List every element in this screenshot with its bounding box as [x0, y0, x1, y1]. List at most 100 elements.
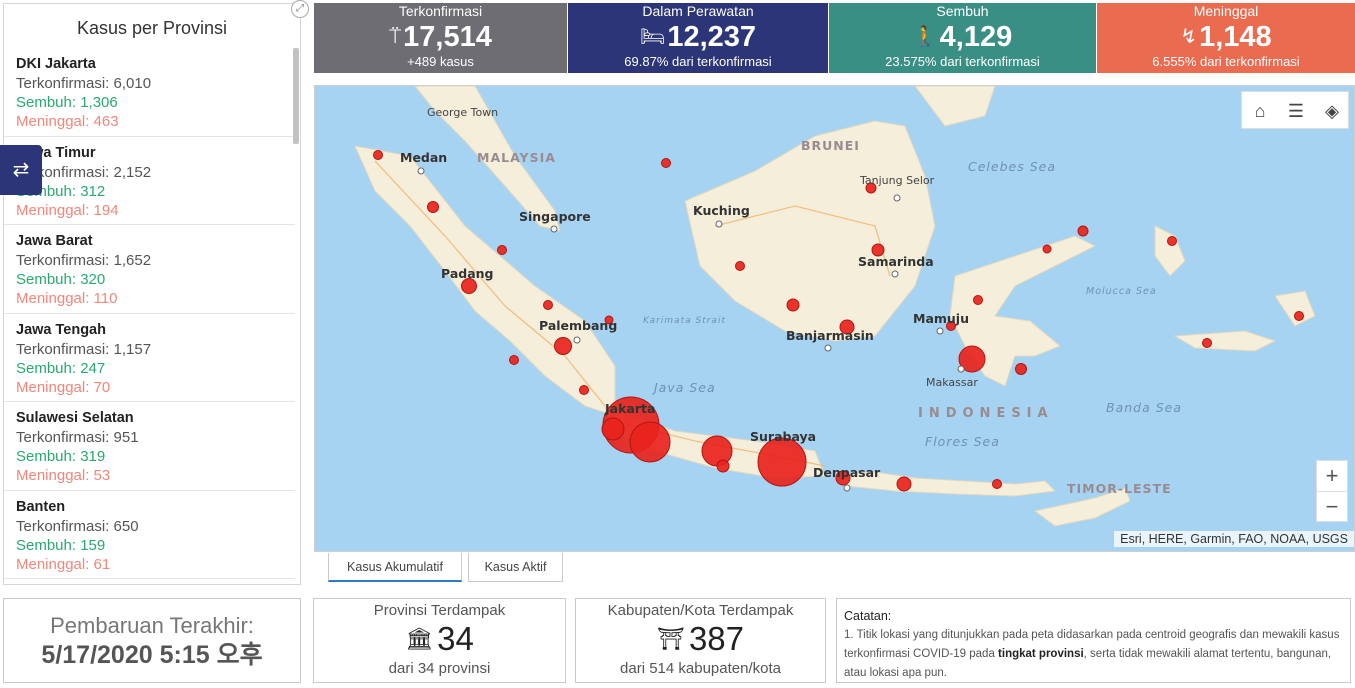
zoom-out-button[interactable]: −: [1325, 494, 1339, 519]
province-deaths: Meninggal: 110: [16, 290, 118, 307]
case-marker: [427, 201, 439, 213]
case-marker-jawa-timur: [757, 437, 807, 487]
province-name: Jawa Barat: [16, 233, 93, 249]
expand-icon[interactable]: ⤢: [291, 0, 309, 18]
affected-provinces-sub: dari 34 provinsi: [388, 660, 491, 677]
recovered-card: Sembuh 🚶4,129 23.575% dari terkonfirmasi: [829, 3, 1096, 73]
city-dot-samarinda: [891, 270, 899, 278]
map-toolbar: ⌂ ☰ ◈: [1241, 91, 1349, 129]
map-canvas[interactable]: [315, 86, 1355, 552]
map-label-singapore: Singapore: [519, 209, 591, 224]
timor-landmass: [1033, 487, 1131, 527]
province-list-scrollbar[interactable]: [293, 48, 299, 144]
province-confirmed: Terkonfirmasi: 1,652: [16, 252, 152, 269]
map-label-palembang: Palembang: [539, 318, 618, 333]
translate-icon[interactable]: ⇄: [0, 145, 42, 195]
note-box: Catatan: 1. Titik lokasi yang ditunjukka…: [836, 598, 1351, 683]
in-care-card: Dalam Perawatan 🛏12,237 69.87% dari terk…: [568, 3, 828, 73]
province-deaths: Meninggal: 70: [16, 378, 111, 396]
list-icon[interactable]: ☰: [1287, 101, 1305, 121]
province-deaths: Meninggal: 53: [16, 467, 111, 484]
map-label-kuching: Kuching: [693, 203, 750, 218]
province-recovered: Sembuh: 319: [16, 448, 106, 465]
tab-active-cases[interactable]: Kasus Aktif: [468, 553, 563, 582]
list-item[interactable]: Sulawesi Selatan Terkonfirmasi: 951 Semb…: [4, 402, 295, 491]
confirmed-label: Terkonfirmasi: [398, 3, 483, 19]
map-label-makassar: Makassar: [926, 376, 978, 389]
deaths-sub: 6.555% dari terkonfirmasi: [1152, 54, 1300, 69]
deaths-value: 1,148: [1199, 21, 1272, 53]
province-panel-title: Kasus per Provinsi: [76, 18, 228, 38]
province-deaths: Meninggal: 61: [16, 555, 111, 573]
in-care-sub: 69.87% dari terkonfirmasi: [624, 54, 772, 69]
layers-icon[interactable]: ◈: [1325, 101, 1339, 121]
affected-regencies-box: Kabupaten/Kota Terdampak ⛩ 387 dari 514 k…: [575, 598, 826, 683]
note-text-part: , serta tidak mewakili alamat tertentu, …: [844, 648, 1332, 679]
province-confirmed: Terkonfirmasi: 6,010: [16, 75, 152, 92]
confirmed-sub: +489 kasus: [407, 54, 474, 69]
fallen-person-icon: ↯: [1180, 26, 1198, 48]
malay-peninsula-landmass: [414, 86, 561, 232]
recovered-label: Sembuh: [936, 3, 989, 19]
city-dot-denpasar: [843, 484, 851, 492]
map-label-molucca-sea: Molucca Sea: [1086, 286, 1157, 297]
city-dot-mamuju: [936, 327, 944, 335]
walking-person-icon: 🚶: [912, 26, 938, 48]
monument-icon: ⛩: [657, 626, 685, 651]
list-item[interactable]: Banten Terkonfirmasi: 650 Sembuh: 159 Me…: [4, 491, 295, 579]
case-marker: [786, 298, 800, 312]
seram-landmass: [1173, 330, 1277, 352]
case-marker: [896, 476, 912, 492]
map-label-mamuju: Mamuju: [913, 311, 969, 326]
list-item[interactable]: Jawa Tengah Terkonfirmasi: 1,157 Sembuh:…: [4, 314, 295, 402]
city-dot-banjarmasin: [824, 344, 832, 352]
home-icon[interactable]: ⌂: [1254, 101, 1266, 121]
affected-regencies-label: Kabupaten/Kota Terdampak: [607, 602, 794, 619]
map-label-timor-leste: TIMOR-LESTE: [1067, 481, 1172, 496]
confirmed-card: Terkonfirmasi ⍡17,514 +489 kasus: [314, 3, 567, 73]
province-panel: Kasus per Provinsi DKI Jakarta Terkonfir…: [3, 3, 301, 585]
map-view[interactable]: George Town Medan MALAYSIA BRUNEI Celebe…: [314, 85, 1355, 552]
map-label-jakarta: Jakarta: [605, 401, 656, 416]
maluku-landmass: [1154, 225, 1186, 277]
affected-provinces-box: Provinsi Terdampak 🏛 34 dari 34 provinsi: [313, 598, 566, 683]
affected-regencies-sub: dari 514 kabupaten/kota: [620, 660, 781, 677]
case-marker: [1202, 338, 1212, 348]
list-item[interactable]: Jawa Timur Terkonfirmasi: 2,152 Sembuh: …: [4, 137, 295, 225]
case-marker: [543, 300, 553, 310]
note-text-part: 1. Titik lokasi yang ditunjukkan pada pe…: [844, 629, 1340, 660]
province-name: Banten: [16, 498, 66, 515]
province-deaths: Meninggal: 194: [16, 201, 119, 219]
tab-cumulative-cases[interactable]: Kasus Akumulatif: [328, 553, 462, 582]
province-list[interactable]: DKI Jakarta Terkonfirmasi: 6,010 Sembuh:…: [4, 48, 295, 579]
city-dot-makassar: [957, 365, 965, 373]
map-label-medan: Medan: [400, 150, 448, 165]
recovered-sub: 23.575% dari terkonfirmasi: [885, 54, 1040, 69]
province-name: Sulawesi Selatan: [16, 410, 134, 426]
zoom-control: + −: [1316, 460, 1348, 522]
map-label-banda-sea: Banda Sea: [1106, 400, 1183, 415]
list-item[interactable]: Jawa Barat Terkonfirmasi: 1,652 Sembuh: …: [4, 225, 295, 314]
map-label-brunei: BRUNEI: [801, 138, 860, 153]
case-marker: [1077, 225, 1089, 237]
recovered-value: 4,129: [939, 21, 1013, 53]
province-recovered: Sembuh: 247: [16, 359, 106, 377]
nusa-tenggara-landmass: [839, 471, 1057, 497]
in-care-value: 12,237: [667, 21, 757, 53]
province-confirmed: Terkonfirmasi: 951: [16, 429, 139, 446]
borneo-landmass: [684, 120, 936, 342]
case-marker: [373, 150, 383, 160]
case-marker: [604, 315, 614, 325]
case-marker: [461, 278, 477, 294]
case-marker-sulawesi-selatan: [958, 345, 986, 373]
map-label-flores-sea: Flores Sea: [925, 434, 1000, 449]
case-marker: [992, 479, 1002, 489]
list-item[interactable]: DKI Jakarta Terkonfirmasi: 6,010 Sembuh:…: [4, 48, 295, 137]
zoom-in-button[interactable]: +: [1317, 461, 1347, 492]
map-label-denpasar: Denpasar: [813, 465, 881, 480]
deaths-label: Meninggal: [1193, 3, 1259, 19]
person-alert-icon: ⍡: [389, 26, 402, 48]
note-title: Catatan:: [844, 609, 892, 623]
case-marker: [735, 261, 745, 271]
map-label-surabaya: Surabaya: [750, 429, 817, 444]
